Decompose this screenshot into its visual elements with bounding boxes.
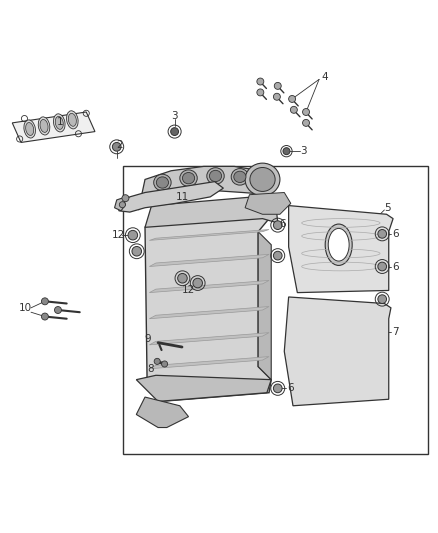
- Polygon shape: [149, 254, 269, 266]
- Circle shape: [122, 195, 129, 201]
- Circle shape: [193, 278, 202, 288]
- Circle shape: [273, 93, 280, 100]
- Text: 6: 6: [287, 383, 294, 393]
- Circle shape: [378, 295, 387, 303]
- Ellipse shape: [245, 163, 280, 196]
- Ellipse shape: [207, 168, 224, 184]
- Ellipse shape: [250, 167, 275, 191]
- Ellipse shape: [26, 123, 34, 135]
- Polygon shape: [12, 112, 95, 142]
- Ellipse shape: [325, 224, 352, 265]
- Text: 6: 6: [392, 229, 399, 239]
- Text: 11: 11: [175, 192, 189, 202]
- Circle shape: [273, 384, 282, 393]
- Ellipse shape: [154, 174, 171, 191]
- Polygon shape: [136, 397, 188, 427]
- Circle shape: [273, 221, 282, 230]
- Circle shape: [162, 361, 168, 367]
- Polygon shape: [138, 166, 273, 210]
- Circle shape: [303, 109, 310, 116]
- Circle shape: [274, 83, 281, 90]
- Ellipse shape: [24, 120, 35, 138]
- Ellipse shape: [234, 171, 246, 182]
- Text: 4: 4: [321, 72, 328, 82]
- Bar: [123, 166, 428, 454]
- Polygon shape: [245, 192, 291, 214]
- Circle shape: [132, 246, 141, 256]
- Circle shape: [283, 148, 290, 155]
- Text: 6: 6: [280, 219, 286, 229]
- Polygon shape: [136, 375, 271, 401]
- Ellipse shape: [40, 119, 48, 132]
- Circle shape: [119, 201, 125, 208]
- Polygon shape: [149, 230, 269, 240]
- Polygon shape: [149, 306, 269, 319]
- Circle shape: [113, 142, 121, 151]
- Text: 3: 3: [300, 146, 307, 156]
- Ellipse shape: [231, 168, 249, 185]
- Circle shape: [378, 262, 387, 271]
- Ellipse shape: [183, 173, 194, 184]
- Ellipse shape: [209, 171, 222, 182]
- Ellipse shape: [180, 170, 197, 187]
- Circle shape: [303, 119, 310, 126]
- Text: 10: 10: [19, 303, 32, 313]
- Circle shape: [178, 273, 187, 283]
- Polygon shape: [145, 206, 271, 401]
- Circle shape: [289, 95, 296, 102]
- Circle shape: [128, 230, 138, 240]
- Ellipse shape: [67, 111, 78, 129]
- Polygon shape: [284, 297, 391, 406]
- Polygon shape: [149, 280, 269, 293]
- Circle shape: [54, 306, 61, 313]
- Ellipse shape: [55, 116, 64, 130]
- Circle shape: [378, 230, 387, 238]
- Circle shape: [171, 128, 179, 135]
- Polygon shape: [149, 333, 269, 345]
- Polygon shape: [289, 206, 393, 293]
- Ellipse shape: [38, 117, 50, 135]
- Circle shape: [42, 298, 48, 305]
- Text: 9: 9: [144, 334, 151, 344]
- Text: 1: 1: [57, 117, 63, 127]
- Polygon shape: [145, 197, 278, 228]
- Ellipse shape: [68, 114, 76, 126]
- Text: 12: 12: [182, 285, 195, 295]
- Circle shape: [42, 313, 48, 320]
- Ellipse shape: [328, 229, 349, 261]
- Text: 2: 2: [117, 140, 123, 150]
- Circle shape: [273, 251, 282, 260]
- Ellipse shape: [53, 114, 65, 132]
- Polygon shape: [115, 198, 125, 211]
- Circle shape: [257, 89, 264, 96]
- Text: 5: 5: [384, 203, 391, 213]
- Ellipse shape: [156, 177, 169, 188]
- Text: 6: 6: [392, 262, 399, 271]
- Polygon shape: [119, 182, 223, 212]
- Text: 12: 12: [111, 230, 125, 240]
- Polygon shape: [258, 232, 271, 379]
- Circle shape: [257, 78, 264, 85]
- Circle shape: [290, 107, 297, 114]
- Circle shape: [154, 358, 160, 365]
- Text: 8: 8: [147, 364, 154, 374]
- Text: 3: 3: [171, 111, 178, 122]
- Polygon shape: [149, 357, 269, 369]
- Text: 7: 7: [392, 327, 399, 337]
